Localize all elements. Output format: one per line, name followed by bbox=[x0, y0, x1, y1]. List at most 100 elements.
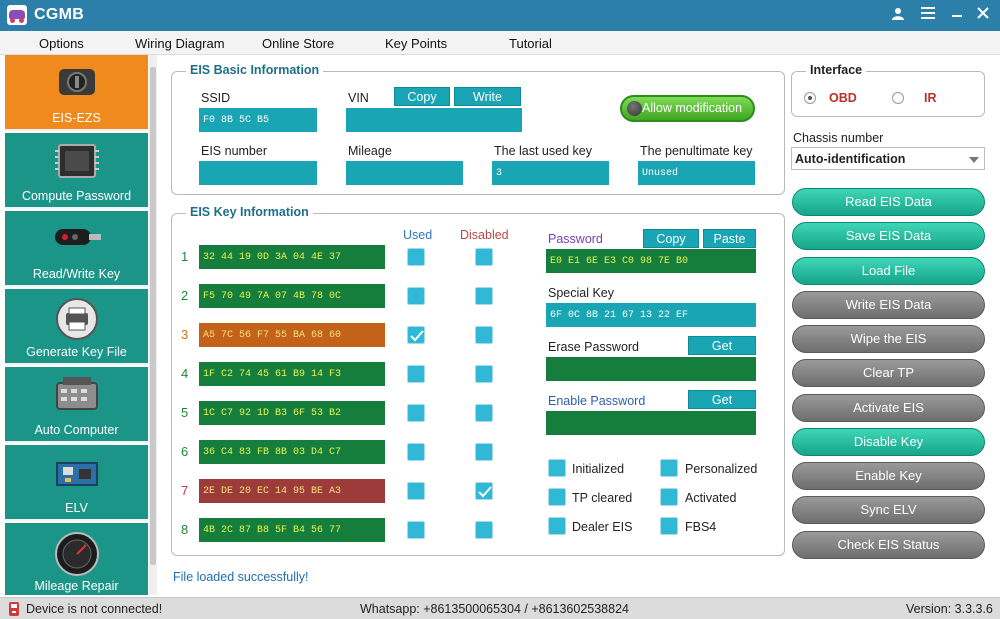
sidebar-item-read-write-key[interactable]: Read/Write Key bbox=[5, 211, 148, 287]
erase-password-field[interactable] bbox=[546, 357, 756, 381]
sidebar: EIS-EZS Compute Password Read/Write Key … bbox=[5, 55, 148, 595]
menu-key-points[interactable]: Key Points bbox=[385, 36, 448, 51]
menu-tutorial[interactable]: Tutorial bbox=[509, 36, 552, 51]
clear-tp-button[interactable]: Clear TP bbox=[792, 359, 985, 387]
vin-field[interactable] bbox=[346, 108, 522, 132]
enable-key-button[interactable]: Enable Key bbox=[792, 462, 985, 490]
close-icon[interactable] bbox=[972, 4, 994, 26]
key-used-checkbox[interactable] bbox=[407, 326, 425, 344]
key-data-field[interactable]: 2E DE 20 EC 14 95 BE A3 bbox=[199, 479, 385, 503]
wipe-the-eis-button[interactable]: Wipe the EIS bbox=[792, 325, 985, 353]
sidebar-item-generate-key-file[interactable]: Generate Key File bbox=[5, 289, 148, 365]
check-eis-status-button[interactable]: Check EIS Status bbox=[792, 531, 985, 559]
key-data-field[interactable]: 36 C4 83 FB 8B 03 D4 C7 bbox=[199, 440, 385, 464]
menu-options[interactable]: Options bbox=[39, 36, 84, 51]
chip-icon bbox=[53, 141, 101, 186]
chassis-number-select[interactable]: Auto-identification bbox=[791, 147, 985, 170]
eis-basic-info-title: EIS Basic Information bbox=[186, 63, 324, 77]
password-field[interactable]: E0 E1 6E E3 C0 98 7E B0 bbox=[546, 249, 756, 273]
sync-elv-button[interactable]: Sync ELV bbox=[792, 496, 985, 524]
key-used-checkbox[interactable] bbox=[407, 521, 425, 539]
mileage-field[interactable] bbox=[346, 161, 463, 185]
sidebar-scrollbar[interactable] bbox=[149, 55, 157, 595]
tp-cleared-label: TP cleared bbox=[572, 491, 633, 505]
key-data-field[interactable]: 1F C2 74 45 61 B9 14 F3 bbox=[199, 362, 385, 386]
save-eis-data-button[interactable]: Save EIS Data bbox=[792, 222, 985, 250]
used-column-label: Used bbox=[403, 228, 433, 242]
tp-cleared-checkbox[interactable] bbox=[548, 488, 566, 506]
fbs4-checkbox[interactable] bbox=[660, 517, 678, 535]
key-data-field[interactable]: F5 70 49 7A 07 4B 78 0C bbox=[199, 284, 385, 308]
key-used-checkbox[interactable] bbox=[407, 365, 425, 383]
key-data-field[interactable]: 1C C7 92 1D B3 6F 53 B2 bbox=[199, 401, 385, 425]
personalized-label: Personalized bbox=[685, 462, 758, 476]
erase-password-get-button[interactable]: Get bbox=[688, 336, 756, 355]
write-eis-data-button[interactable]: Write EIS Data bbox=[792, 291, 985, 319]
key-used-checkbox[interactable] bbox=[407, 287, 425, 305]
key-disabled-checkbox[interactable] bbox=[475, 326, 493, 344]
user-icon[interactable] bbox=[887, 4, 909, 26]
whatsapp-contact: Whatsapp: +8613500065304 / +861360253882… bbox=[360, 602, 629, 616]
activate-eis-button[interactable]: Activate EIS bbox=[792, 394, 985, 422]
key-disabled-checkbox[interactable] bbox=[475, 482, 493, 500]
key-disabled-checkbox[interactable] bbox=[475, 287, 493, 305]
eis-number-field[interactable] bbox=[199, 161, 317, 185]
chassis-number-value: Auto-identification bbox=[795, 152, 906, 166]
key-data-field[interactable]: A5 7C 56 F7 55 BA 68 60 bbox=[199, 323, 385, 347]
sidebar-item-compute-password[interactable]: Compute Password bbox=[5, 133, 148, 209]
sidebar-item-eis-ezs[interactable]: EIS-EZS bbox=[5, 55, 148, 131]
key-disabled-checkbox[interactable] bbox=[475, 521, 493, 539]
load-status-message: File loaded successfully! bbox=[173, 570, 309, 584]
ir-label: IR bbox=[924, 91, 937, 105]
vin-write-button[interactable]: Write bbox=[454, 87, 521, 106]
personalized-checkbox[interactable] bbox=[660, 459, 678, 477]
key-used-checkbox[interactable] bbox=[407, 443, 425, 461]
obd-radio[interactable] bbox=[804, 92, 816, 104]
ssid-field[interactable]: F0 8B 5C B5 bbox=[199, 108, 317, 132]
key-number: 1 bbox=[181, 249, 189, 264]
key-disabled-checkbox[interactable] bbox=[475, 443, 493, 461]
sidebar-item-elv[interactable]: ELV bbox=[5, 445, 148, 521]
load-file-button[interactable]: Load File bbox=[792, 257, 985, 285]
scrollbar-thumb[interactable] bbox=[150, 67, 156, 565]
key-number: 7 bbox=[181, 483, 189, 498]
password-paste-button[interactable]: Paste bbox=[703, 229, 756, 248]
key-disabled-checkbox[interactable] bbox=[475, 248, 493, 266]
key-number: 6 bbox=[181, 444, 189, 459]
allow-modification-label: Allow modification bbox=[642, 101, 743, 115]
sidebar-item-mileage-repair[interactable]: Mileage Repair bbox=[5, 523, 148, 595]
device-disconnected-icon bbox=[8, 601, 20, 619]
menu-wiring-diagram[interactable]: Wiring Diagram bbox=[135, 36, 225, 51]
erase-password-label: Erase Password bbox=[548, 340, 640, 354]
eis-number-label: EIS number bbox=[201, 144, 268, 158]
chevron-down-icon bbox=[969, 157, 979, 163]
read-eis-data-button[interactable]: Read EIS Data bbox=[792, 188, 985, 216]
key-used-checkbox[interactable] bbox=[407, 404, 425, 422]
disable-key-button[interactable]: Disable Key bbox=[792, 428, 985, 456]
ir-radio[interactable] bbox=[892, 92, 904, 104]
menu-online-store[interactable]: Online Store bbox=[262, 36, 335, 51]
initialized-checkbox[interactable] bbox=[548, 459, 566, 477]
enable-password-label: Enable Password bbox=[548, 394, 646, 408]
interface-group: Interface bbox=[791, 63, 985, 117]
enable-password-get-button[interactable]: Get bbox=[688, 390, 756, 409]
allow-modification-toggle[interactable]: Allow modification bbox=[620, 95, 755, 122]
enable-password-field[interactable] bbox=[546, 411, 756, 435]
key-used-checkbox[interactable] bbox=[407, 248, 425, 266]
special-key-field[interactable]: 6F 0C 8B 21 67 13 22 EF bbox=[546, 303, 756, 327]
activated-checkbox[interactable] bbox=[660, 488, 678, 506]
printer-icon bbox=[53, 297, 101, 344]
key-disabled-checkbox[interactable] bbox=[475, 404, 493, 422]
vin-copy-button[interactable]: Copy bbox=[394, 87, 450, 106]
key-used-checkbox[interactable] bbox=[407, 482, 425, 500]
dealer-eis-checkbox[interactable] bbox=[548, 517, 566, 535]
menu-icon[interactable] bbox=[917, 4, 939, 26]
key-data-field[interactable]: 4B 2C 87 B8 5F B4 56 77 bbox=[199, 518, 385, 542]
minimize-icon[interactable] bbox=[946, 4, 968, 26]
mileage-label: Mileage bbox=[348, 144, 392, 158]
password-copy-button[interactable]: Copy bbox=[643, 229, 699, 248]
key-data-field[interactable]: 32 44 19 0D 3A 04 4E 37 bbox=[199, 245, 385, 269]
sidebar-item-auto-computer[interactable]: Auto Computer bbox=[5, 367, 148, 443]
sidebar-item-label: Read/Write Key bbox=[32, 267, 121, 281]
key-disabled-checkbox[interactable] bbox=[475, 365, 493, 383]
